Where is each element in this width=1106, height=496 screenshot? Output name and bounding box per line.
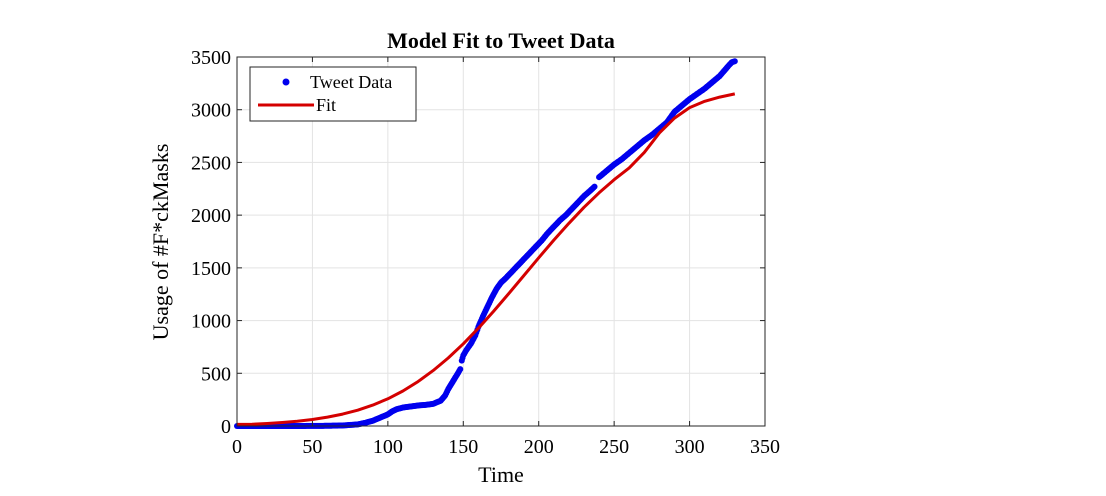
x-tick-label: 200	[524, 436, 554, 458]
legend: Tweet Data Fit	[249, 66, 417, 122]
y-tick-label: 1000	[191, 311, 231, 333]
y-tick-label: 3000	[191, 100, 231, 122]
axes	[236, 56, 766, 427]
x-tick-label: 100	[373, 436, 403, 458]
x-tick-label: 0	[232, 436, 242, 458]
x-tick-label: 350	[750, 436, 780, 458]
legend-label: Tweet Data	[310, 72, 392, 92]
tweet-data-point	[591, 183, 598, 190]
fit-line	[236, 92, 736, 426]
tweet-data-point	[457, 366, 464, 373]
tweet-data-point	[731, 58, 738, 65]
y-tick-label: 0	[221, 416, 231, 438]
y-axis-label: Usage of #F*ckMasks	[148, 144, 173, 341]
x-tick-label: 50	[302, 436, 322, 458]
legend-marker-tweet-data	[282, 78, 290, 86]
legend-label: Fit	[316, 95, 336, 115]
ticks: 0 50 100 150 200 250 300 3500500100015002000250…	[191, 47, 780, 458]
axes-box	[236, 56, 766, 427]
y-tick-label: 2000	[191, 205, 231, 227]
x-axis-label: Time	[478, 462, 524, 487]
legend-box	[249, 66, 417, 122]
y-tick-label: 1500	[191, 258, 231, 280]
chart-title: Model Fit to Tweet Data	[387, 28, 615, 53]
y-tick-label: 3500	[191, 47, 231, 69]
x-tick-label: 250	[599, 436, 629, 458]
x-tick-label: 300	[675, 436, 705, 458]
x-tick-label: 150	[448, 436, 478, 458]
plot-area	[234, 58, 738, 429]
y-tick-label: 2500	[191, 152, 231, 174]
y-tick-label: 500	[201, 363, 231, 385]
